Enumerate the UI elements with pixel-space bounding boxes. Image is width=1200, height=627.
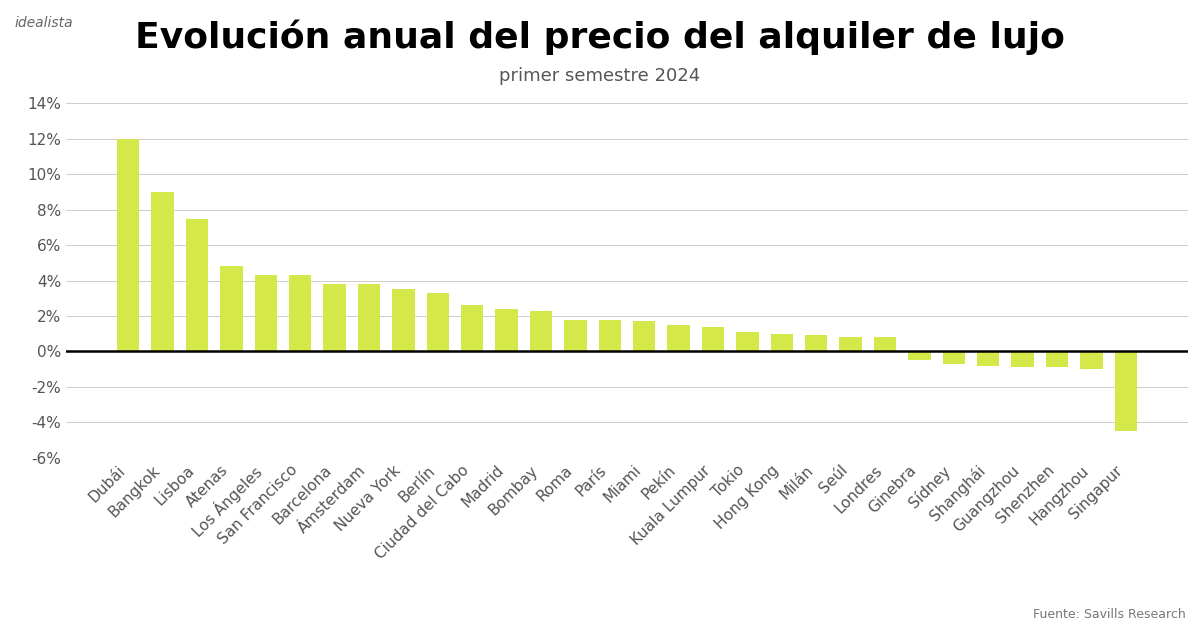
Bar — [874, 337, 896, 351]
Text: primer semestre 2024: primer semestre 2024 — [499, 67, 701, 85]
Bar — [427, 293, 449, 351]
Bar — [977, 351, 1000, 366]
Bar — [289, 275, 311, 351]
Bar — [770, 334, 793, 351]
Bar — [1046, 351, 1068, 367]
Bar — [254, 275, 277, 351]
Bar — [1012, 351, 1033, 367]
Bar — [908, 351, 930, 361]
Bar — [1115, 351, 1138, 431]
Bar — [358, 284, 380, 351]
Bar — [564, 320, 587, 351]
Bar — [943, 351, 965, 364]
Bar — [461, 305, 484, 351]
Bar — [530, 311, 552, 351]
Bar — [634, 321, 655, 351]
Bar — [702, 327, 724, 351]
Bar — [151, 192, 174, 351]
Text: idealista: idealista — [14, 16, 73, 29]
Bar — [1080, 351, 1103, 369]
Bar — [392, 290, 414, 351]
Bar — [599, 320, 620, 351]
Text: Fuente: Savills Research: Fuente: Savills Research — [1033, 608, 1186, 621]
Text: Evolución anual del precio del alquiler de lujo: Evolución anual del precio del alquiler … — [136, 19, 1064, 55]
Bar — [805, 335, 827, 351]
Bar — [118, 139, 139, 351]
Bar — [840, 337, 862, 351]
Bar — [324, 284, 346, 351]
Bar — [221, 266, 242, 351]
Bar — [667, 325, 690, 351]
Bar — [737, 332, 758, 351]
Bar — [496, 309, 517, 351]
Bar — [186, 219, 208, 351]
